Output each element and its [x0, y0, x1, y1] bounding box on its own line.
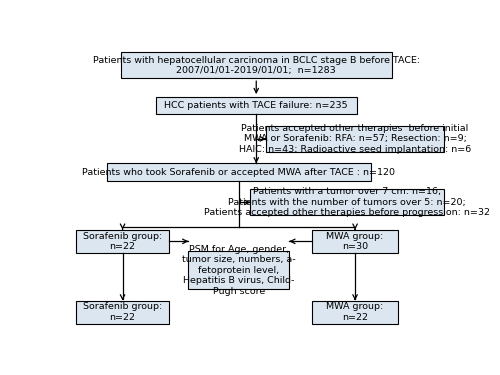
Text: Sorafenib group:
n=22: Sorafenib group: n=22	[83, 232, 162, 251]
Text: Patients accepted other therapies  before initial
MWA or Sorafenib: RFA: n=57; R: Patients accepted other therapies before…	[239, 124, 471, 154]
Text: MWA group:
n=22: MWA group: n=22	[326, 302, 384, 322]
Text: Patients who took Sorafenib or accepted MWA after TACE : n=120: Patients who took Sorafenib or accepted …	[82, 168, 396, 177]
FancyBboxPatch shape	[250, 189, 444, 215]
FancyBboxPatch shape	[76, 230, 169, 253]
FancyBboxPatch shape	[312, 300, 398, 324]
Text: Patients with a tumor over 7 cm: n=16;
Patients with the number of tumors over 5: Patients with a tumor over 7 cm: n=16; P…	[204, 188, 491, 217]
FancyBboxPatch shape	[76, 300, 169, 324]
Text: Sorafenib group:
n=22: Sorafenib group: n=22	[83, 302, 162, 322]
Text: MWA group:
n=30: MWA group: n=30	[326, 232, 384, 251]
FancyBboxPatch shape	[107, 164, 370, 181]
Text: HCC patients with TACE failure: n=235: HCC patients with TACE failure: n=235	[164, 101, 348, 110]
Text: PSM for Age, gender,
tumor size, numbers, a-
fetoprotein level,
Hepatitis B viru: PSM for Age, gender, tumor size, numbers…	[182, 245, 296, 296]
FancyBboxPatch shape	[120, 52, 392, 78]
Text: Patients with hepatocellular carcinoma in BCLC stage B before TACE:
2007/01/01-2: Patients with hepatocellular carcinoma i…	[92, 56, 420, 75]
FancyBboxPatch shape	[188, 252, 289, 289]
FancyBboxPatch shape	[156, 97, 357, 114]
FancyBboxPatch shape	[266, 126, 444, 152]
FancyBboxPatch shape	[312, 230, 398, 253]
